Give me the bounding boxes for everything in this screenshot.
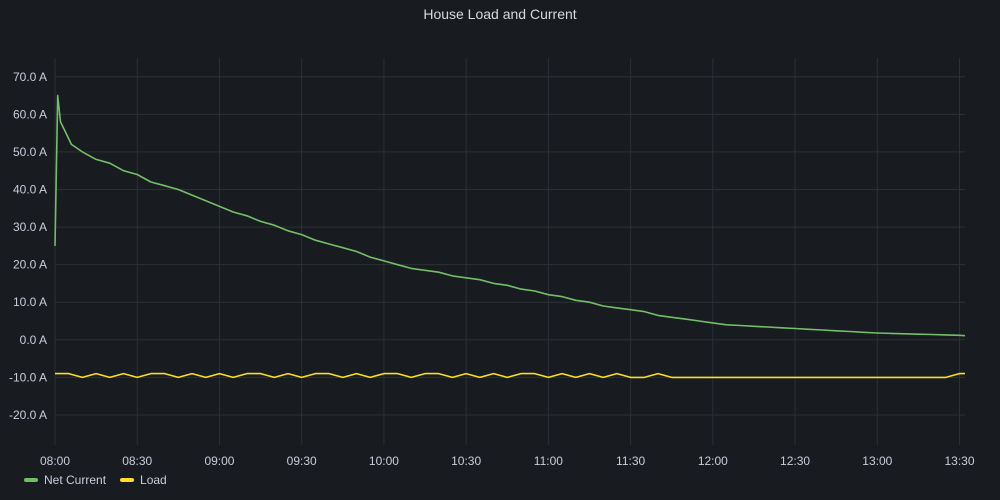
y-tick-label: -20.0 A bbox=[9, 408, 47, 422]
legend-swatch-load bbox=[120, 478, 135, 482]
x-tick-label: 08:00 bbox=[40, 454, 70, 465]
x-tick-label: 12:00 bbox=[698, 454, 728, 465]
x-tick-label: 09:30 bbox=[287, 454, 317, 465]
y-tick-label: 70.0 A bbox=[13, 70, 47, 84]
legend-label-net-current: Net Current bbox=[44, 473, 107, 487]
legend-label-load: Load bbox=[140, 473, 167, 487]
y-tick-label: 30.0 A bbox=[13, 220, 47, 234]
chart-title: House Load and Current bbox=[423, 6, 577, 22]
chart-svg: 70.0 A 60.0 A 50.0 A 40.0 A 30.0 A 20.0 A 10.0… bbox=[9, 58, 975, 465]
x-tick-label: 13:00 bbox=[862, 454, 892, 465]
x-tick-label: 08:30 bbox=[122, 454, 152, 465]
x-tick-label: 10:30 bbox=[451, 454, 481, 465]
y-tick-label: 60.0 A bbox=[13, 107, 47, 121]
y-tick-label: 0.0 A bbox=[20, 333, 47, 347]
x-tick-label: 11:00 bbox=[534, 454, 563, 465]
legend-item-net-current[interactable]: Net Current bbox=[24, 473, 106, 487]
y-tick-label: 10.0 A bbox=[13, 295, 47, 309]
x-tick-label: 09:00 bbox=[204, 454, 234, 465]
x-tick-label: 11:30 bbox=[616, 454, 645, 465]
y-tick-label: 50.0 A bbox=[13, 145, 47, 159]
series-line-net-current bbox=[54, 94, 966, 337]
y-tick-label: 40.0 A bbox=[13, 183, 47, 197]
y-tick-label: -10.0 A bbox=[9, 370, 47, 384]
x-tick-label: 13:30 bbox=[945, 454, 975, 465]
chart-legend: Net Current Load bbox=[24, 473, 167, 487]
y-tick-label: 20.0 A bbox=[13, 258, 47, 272]
series-line-load bbox=[55, 372, 965, 379]
legend-swatch-net-current bbox=[24, 478, 38, 482]
legend-item-load[interactable]: Load bbox=[120, 473, 167, 487]
x-tick-label: 12:30 bbox=[780, 454, 810, 465]
x-tick-label: 10:00 bbox=[369, 454, 399, 465]
